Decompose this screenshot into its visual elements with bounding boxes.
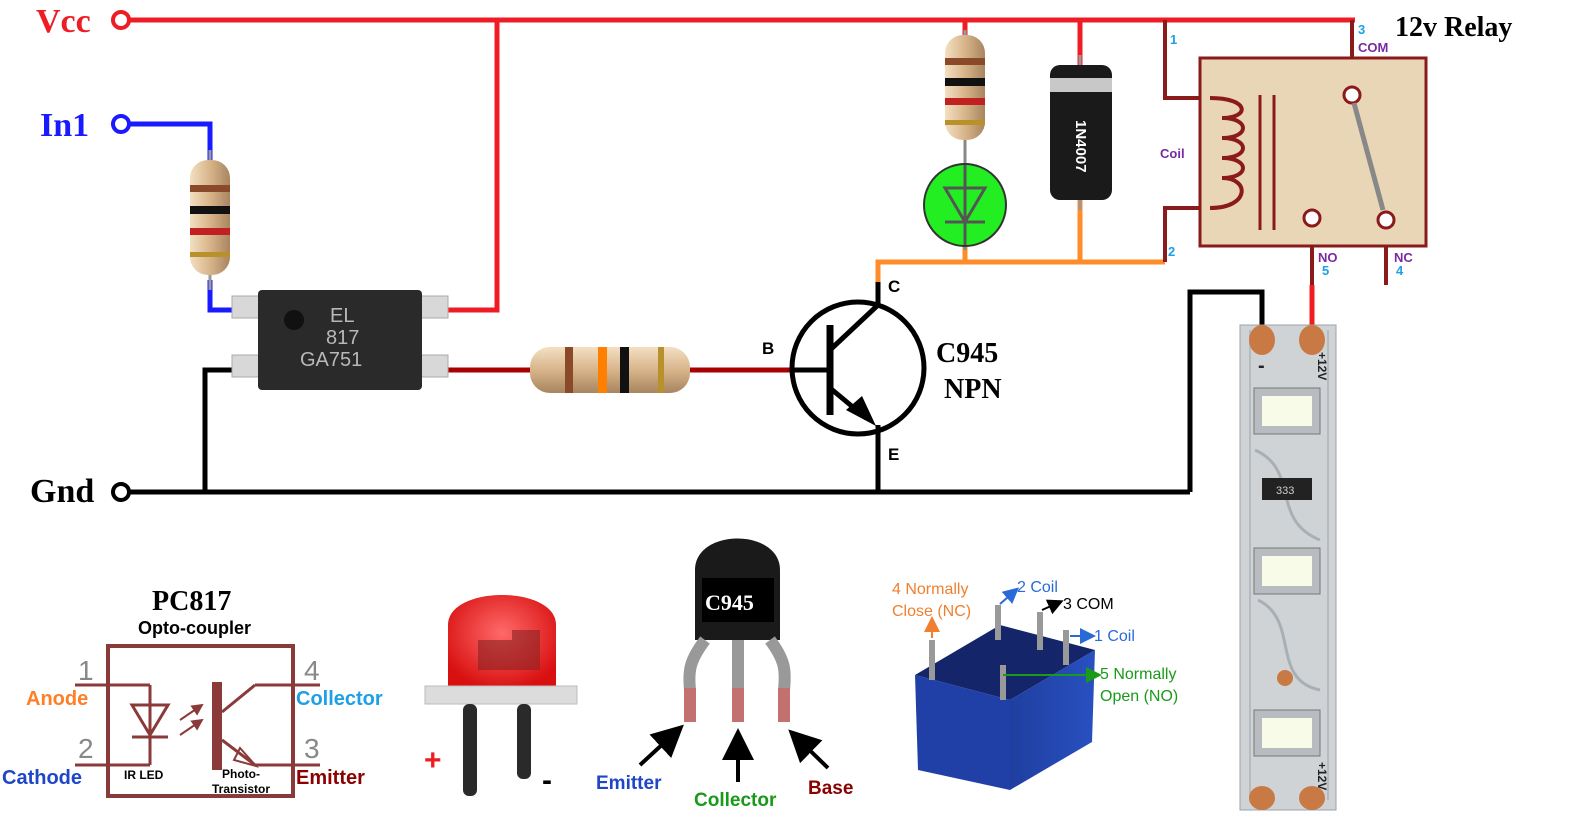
pc817-cathode: Cathode	[2, 767, 82, 789]
led-strip: 333 - +12V +12V	[1239, 324, 1337, 811]
relay-part-no1: 5 Normally	[1100, 666, 1176, 683]
chip-line3: GA751	[300, 349, 362, 371]
relay-symbol	[1198, 56, 1428, 248]
pc817-pinout-symbol	[75, 644, 320, 798]
pc817-pin3: 3	[304, 733, 320, 764]
led-plus: +	[424, 744, 442, 777]
pc817-collector: Collector	[296, 688, 383, 710]
relay-title: 12v Relay	[1395, 12, 1512, 43]
c945-base-label: Base	[808, 778, 853, 799]
led-resistor	[945, 30, 985, 160]
strip-plus-bottom: +12V	[1315, 762, 1329, 790]
c945-collector-label: Collector	[694, 790, 777, 811]
relay-pin1: 1	[1170, 32, 1177, 47]
relay-pin4: 4	[1396, 263, 1404, 278]
transistor-b-label: B	[762, 339, 774, 358]
input-resistor	[190, 150, 230, 290]
vcc-rail	[130, 17, 1355, 313]
relay-coil: Coil	[1160, 146, 1185, 161]
collector-net	[875, 200, 1165, 300]
relay-no: NO	[1318, 250, 1338, 265]
transistor-c-label: C	[888, 277, 900, 296]
diode-label: 1N4007	[1072, 120, 1089, 173]
transistor-e-label: E	[888, 445, 899, 464]
relay-part-coil1: 1 Coil	[1094, 628, 1135, 645]
indicator-led	[923, 140, 1007, 250]
pc817-subtitle: Opto-coupler	[138, 618, 251, 638]
relay-pin3: 3	[1358, 22, 1365, 37]
vcc-label: Vcc	[36, 3, 91, 40]
relay-com-arrow	[1041, 599, 1064, 615]
relay-package	[915, 605, 1095, 790]
strip-plus-top: +12V	[1315, 352, 1329, 380]
relay-part-com3: 3 COM	[1063, 596, 1114, 613]
relay-part-nc1: 4 Normally	[892, 581, 968, 598]
relay-nc: NC	[1394, 250, 1413, 265]
c945-package: C945	[683, 538, 791, 722]
chip-line2: 817	[326, 327, 359, 349]
flyback-diode: 1N4007	[1050, 55, 1112, 210]
strip-smd-code: 333	[1276, 485, 1294, 497]
base-resistor	[530, 347, 690, 393]
pc817-pin1: 1	[78, 655, 94, 686]
in1-wire	[130, 121, 213, 160]
pc817-pin2: 2	[78, 733, 94, 764]
chip-line1: EL	[330, 305, 354, 327]
relay-coil2-arrow	[999, 587, 1020, 605]
c945-emitter-label: Emitter	[596, 773, 662, 794]
c945-emitter-arrow	[638, 724, 684, 767]
c945-marking: C945	[705, 590, 754, 615]
gnd-terminal	[111, 482, 131, 502]
strip-minus: -	[1258, 355, 1265, 377]
pc817-ir-led: IR LED	[124, 768, 164, 782]
transistor-type: NPN	[944, 374, 1002, 405]
npn-transistor-symbol	[789, 282, 927, 440]
led-minus: -	[542, 764, 552, 797]
relay-part-no2: Open (NO)	[1100, 688, 1178, 705]
relay-com: COM	[1358, 40, 1388, 55]
pc817-emitter: Emitter	[296, 767, 365, 789]
pc817-title: PC817	[152, 586, 231, 617]
gnd-label: Gnd	[30, 473, 94, 510]
pc817-photo1: Photo-	[222, 767, 260, 781]
in1-label: In1	[40, 107, 89, 144]
vcc-terminal	[111, 10, 131, 30]
in1-terminal	[111, 114, 131, 134]
transistor-name: C945	[936, 338, 998, 369]
relay-part-coil2: 2 Coil	[1017, 579, 1058, 596]
pc817-pin4: 4	[304, 655, 320, 686]
relay-pin5: 5	[1322, 263, 1329, 278]
relay-part-nc2: Close (NC)	[892, 603, 971, 620]
c945-base-arrow	[788, 729, 830, 770]
relay-pin2: 2	[1168, 244, 1175, 259]
red-led-part	[424, 595, 578, 796]
pc817-photo2: Transistor	[212, 782, 270, 796]
optocoupler-chip: EL 817 GA751	[231, 290, 449, 390]
pc817-anode: Anode	[26, 688, 88, 710]
